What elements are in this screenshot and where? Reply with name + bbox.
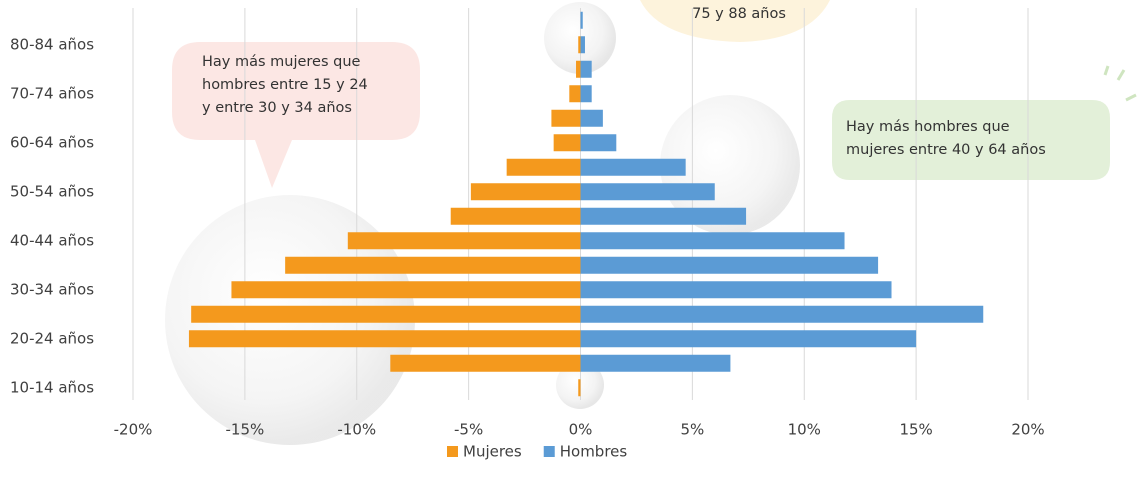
bar [580,85,592,103]
bar [580,330,917,348]
annotation: 75 y 88 años [692,6,786,22]
bar [580,36,585,54]
bar [580,60,592,78]
bar [188,330,581,348]
annotation: hombres entre 15 y 24 [202,77,368,93]
x-tick-label: 15% [899,421,932,439]
y-tick-label: 60-64 años [10,133,94,151]
bar [580,183,715,201]
bar [231,281,581,299]
x-tick-label: -15% [225,421,264,439]
bar [470,183,581,201]
bar [551,109,581,127]
bar [580,305,984,323]
annotation: mujeres entre 40 y 64 años [846,142,1046,158]
plot: -20% -15% -10% -5% 0% 5% 10% 15% 20% 80-84 años 70… [10,8,1045,461]
bar [580,158,686,176]
bar [285,256,581,274]
bar [580,11,583,29]
y-tick-label: 20-24 años [10,329,94,347]
x-tick-label: -20% [114,421,153,439]
y-tick-label: 50-54 años [10,182,94,200]
legend-swatch [543,446,555,457]
annotation: y entre 30 y 34 años [202,100,352,116]
legend-label: Hombres [560,443,628,461]
legend-label: Mujeres [463,443,522,461]
bar [578,379,581,397]
x-tick-label: -10% [337,421,376,439]
y-tick-label: 10-14 años [10,378,94,396]
y-tick-label: 40-44 años [10,231,94,249]
bar [580,281,892,299]
bar [580,232,845,250]
bar [580,354,731,372]
bar [191,305,581,323]
y-tick-label: 70-74 años [10,84,94,102]
bar [578,36,581,54]
y-tick-label: 30-34 años [10,280,94,298]
x-tick-label: 0% [569,421,593,439]
bar [553,134,581,152]
bar [580,256,879,274]
bar [580,134,617,152]
bar [450,207,581,225]
x-tick-label: 20% [1011,421,1044,439]
x-tick-label: -5% [454,421,483,439]
y-tick-label: 80-84 años [10,35,94,53]
annotation: Hay más hombres que [846,119,1010,135]
bar [390,354,581,372]
x-tick-label: 10% [788,421,821,439]
legend-swatch [447,446,458,457]
annotation: Hay más mujeres que [202,54,361,70]
bar [506,158,581,176]
x-tick-label: 5% [680,421,704,439]
bar [569,85,581,103]
bar [580,109,603,127]
bar [580,207,747,225]
bar [347,232,581,250]
bar [576,60,581,78]
